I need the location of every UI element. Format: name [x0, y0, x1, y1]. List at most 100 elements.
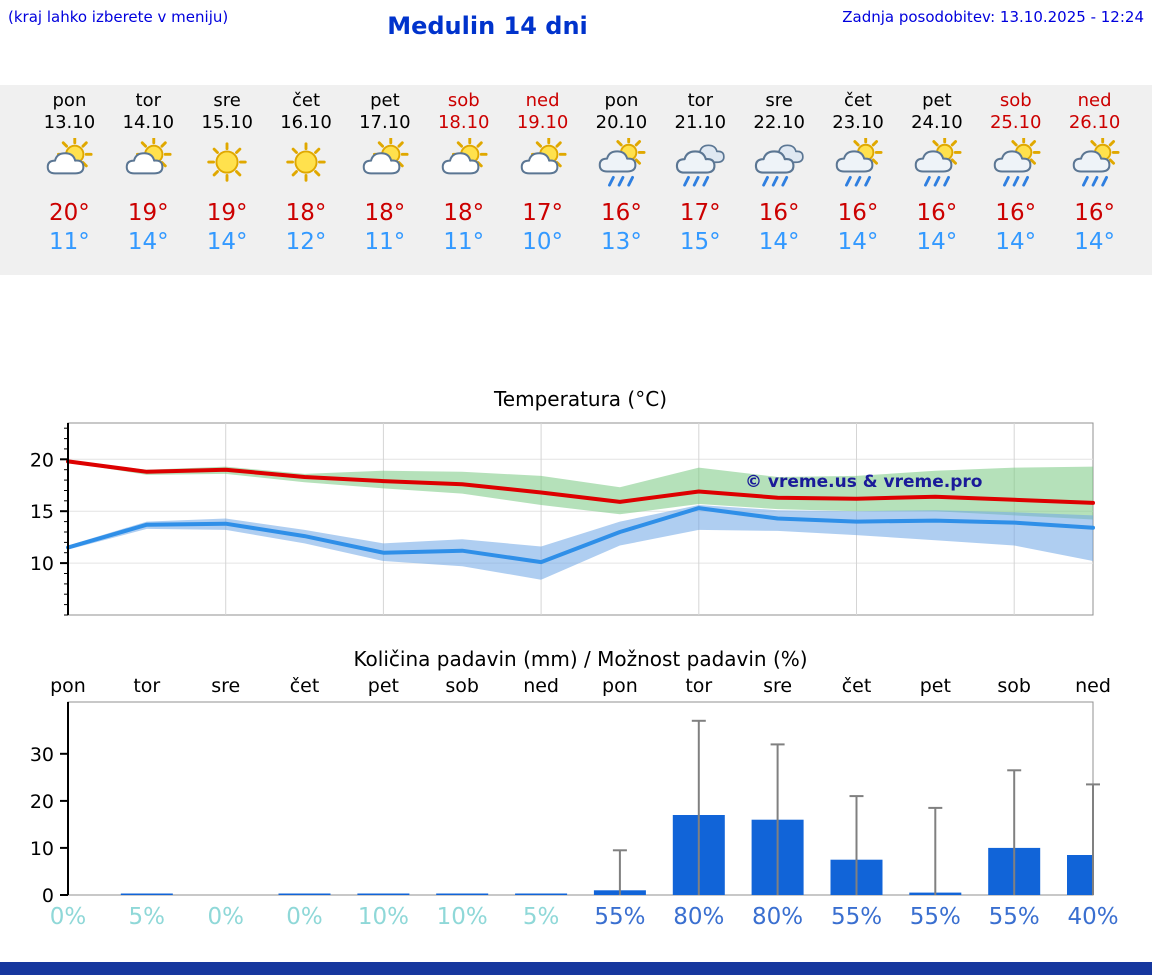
forecast-day-14.10: tor 14.10 19° 14°	[109, 85, 188, 275]
sun-rain-icon	[1055, 135, 1134, 190]
precipitation-chart-title: Količina padavin (mm) / Možnost padavin …	[353, 647, 808, 671]
precip-bar	[120, 893, 173, 895]
precip-day-label: pet	[920, 675, 951, 697]
temperature-chart-title: Temperatura (°C)	[493, 387, 667, 411]
precip-day-label: tor	[133, 675, 160, 697]
precip-probability: 10%	[358, 904, 409, 930]
forecast-day-17.10: pet 17.10 18° 11°	[345, 85, 424, 275]
high-temp: 16°	[916, 200, 958, 226]
low-temp: 10°	[522, 229, 563, 255]
day-date: 22.10	[753, 112, 805, 133]
day-name: pet	[370, 90, 400, 111]
precip-day-label: tor	[685, 675, 712, 697]
precip-ytick-label: 10	[30, 838, 54, 860]
day-date: 16.10	[280, 112, 332, 133]
day-date: 15.10	[201, 112, 253, 133]
low-temp: 14°	[995, 229, 1037, 255]
day-name: čet	[291, 90, 321, 111]
cloud-rain-icon	[740, 138, 819, 190]
day-name: tor	[687, 90, 714, 111]
high-temp: 16°	[837, 200, 879, 226]
precip-ytick-label: 0	[42, 885, 54, 907]
sun-icon	[267, 138, 346, 190]
day-date: 18.10	[437, 112, 490, 133]
sun-rain-icon	[976, 135, 1055, 190]
day-date: 25.10	[989, 112, 1042, 133]
sun-cloud-icon	[109, 136, 188, 190]
precip-probability: 5%	[523, 904, 560, 930]
low-temp: 11°	[49, 229, 90, 255]
low-temp: 14°	[127, 229, 169, 255]
high-temp: 18°	[285, 200, 327, 226]
low-temp: 14°	[206, 229, 248, 255]
precip-ytick-label: 20	[30, 791, 54, 813]
day-date: 14.10	[122, 112, 175, 133]
precip-probability: 0%	[50, 904, 87, 930]
precip-probability: 55%	[910, 904, 961, 930]
precip-day-label: sre	[211, 675, 240, 697]
forecast-day-23.10: čet 23.10 16° 14°	[819, 85, 898, 275]
low-temp: 11°	[364, 229, 406, 255]
day-name: čet	[844, 90, 873, 111]
last-updated: Zadnja posodobitev: 13.10.2025 - 12:24	[842, 8, 1144, 26]
sun-cloud-icon	[503, 136, 582, 190]
temp-ytick-label: 20	[30, 449, 54, 471]
high-temp: 17°	[679, 200, 721, 226]
precip-plot-area	[67, 701, 1094, 896]
low-temp: 14°	[837, 229, 879, 255]
precip-probability: 0%	[207, 904, 244, 930]
day-name: sre	[765, 90, 793, 111]
precip-day-label: čet	[842, 675, 872, 697]
day-date: 24.10	[911, 112, 963, 133]
day-name: sob	[447, 90, 480, 111]
day-name: pon	[604, 90, 639, 111]
day-name: tor	[135, 90, 162, 111]
max-temp-line	[66, 459, 1095, 505]
day-date: 21.10	[674, 112, 727, 133]
bottom-bar	[0, 962, 1152, 975]
cloud-rain-icon	[661, 138, 740, 190]
precip-bar	[515, 893, 568, 895]
precip-day-label: sob	[997, 675, 1031, 697]
day-name: sre	[213, 90, 241, 111]
sun-rain-icon	[897, 135, 976, 190]
day-date: 20.10	[595, 112, 648, 133]
day-date: 13.10	[43, 112, 96, 133]
precip-day-label: pon	[50, 675, 86, 697]
day-name: pet	[922, 90, 952, 111]
low-temp: 13°	[601, 229, 642, 255]
precip-probability: 40%	[1067, 904, 1118, 930]
precip-day-label: ned	[1075, 675, 1111, 697]
precip-probability: 80%	[673, 904, 724, 930]
forecast-day-24.10: pet 24.10 16° 14°	[897, 85, 976, 275]
watermark: © vreme.us & vreme.pro	[745, 472, 982, 492]
day-name: pon	[52, 90, 87, 111]
precip-probability: 0%	[286, 904, 323, 930]
forecast-day-15.10: sre 15.10 19° 14°	[188, 85, 267, 275]
day-date: 26.10	[1068, 112, 1121, 133]
forecast-day-19.10: ned 19.10 17° 10°	[503, 85, 582, 275]
high-temp: 16°	[1074, 200, 1115, 226]
forecast-day-22.10: sre 22.10 16° 14°	[740, 85, 819, 275]
precip-day-label: pet	[368, 675, 399, 697]
precip-day-label: čet	[290, 675, 320, 697]
sun-cloud-icon	[30, 136, 109, 190]
low-temp: 15°	[679, 229, 721, 255]
precip-bar	[278, 893, 331, 895]
precip-ytick-label: 30	[30, 744, 54, 766]
precip-day-label: sob	[445, 675, 479, 697]
day-date: 23.10	[832, 112, 884, 133]
sun-cloud-icon	[345, 136, 424, 190]
precip-bar	[1067, 855, 1093, 895]
precip-day-label: ned	[523, 675, 559, 697]
high-temp: 18°	[364, 200, 406, 226]
sun-icon	[188, 138, 267, 190]
forecast-day-26.10: ned 26.10 16° 14°	[1055, 85, 1134, 275]
low-temp: 14°	[758, 229, 800, 255]
high-temp: 18°	[443, 200, 485, 226]
forecast-day-18.10: sob 18.10 18° 11°	[424, 85, 503, 275]
precip-bar	[436, 893, 489, 895]
page-title: Medulin 14 dni	[387, 12, 588, 40]
high-temp: 16°	[601, 200, 642, 226]
precip-probability: 5%	[129, 904, 166, 930]
